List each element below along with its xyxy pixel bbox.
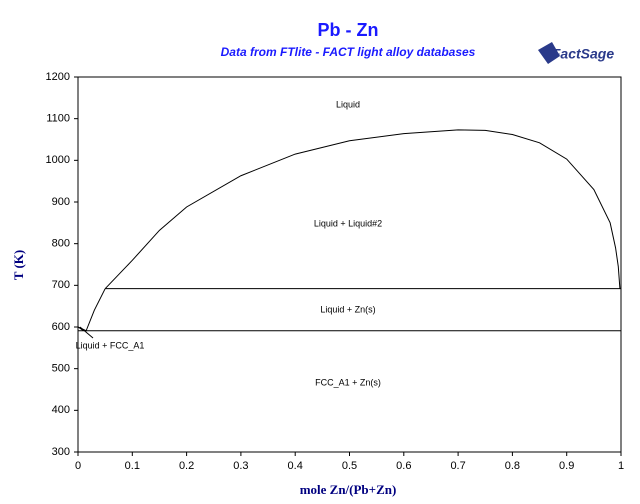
logo-icon <box>538 42 560 64</box>
y-axis-title: T (K) <box>11 250 26 280</box>
phase-boundary <box>77 326 84 332</box>
y-tick-label: 400 <box>52 404 70 416</box>
x-tick-label: 0.7 <box>450 460 465 472</box>
y-tick-label: 500 <box>52 363 70 375</box>
x-tick-label: 0.8 <box>505 460 520 472</box>
y-tick-label: 300 <box>52 446 70 458</box>
x-tick-label: 0.9 <box>559 460 574 472</box>
x-tick-label: 0 <box>75 460 81 472</box>
y-tick-label: 1200 <box>46 71 70 83</box>
region-label: Liquid + Zn(s) <box>320 304 375 314</box>
x-tick-label: 1 <box>618 460 624 472</box>
y-tick-label: 600 <box>52 321 70 333</box>
region-label: Liquid + FCC_A1 <box>76 340 145 350</box>
y-tick-label: 1100 <box>46 113 70 125</box>
x-tick-label: 0.3 <box>233 460 248 472</box>
y-tick-label: 700 <box>52 279 70 291</box>
x-tick-label: 0.5 <box>342 460 357 472</box>
leader-line <box>79 326 94 339</box>
y-tick-label: 800 <box>52 238 70 250</box>
phase-boundary <box>104 129 621 290</box>
x-tick-label: 0.1 <box>125 460 140 472</box>
chart-subtitle: Data from FTlite - FACT light alloy data… <box>221 45 476 59</box>
logo: FactSage <box>552 46 614 62</box>
x-tick-label: 0.2 <box>179 460 194 472</box>
region-label: FCC_A1 + Zn(s) <box>315 377 381 387</box>
region-label: Liquid + Liquid#2 <box>314 218 382 228</box>
chart-title: Pb - Zn <box>318 20 379 40</box>
y-tick-label: 1000 <box>46 154 70 166</box>
y-tick-label: 900 <box>52 196 70 208</box>
x-axis-title: mole Zn/(Pb+Zn) <box>300 482 397 497</box>
x-tick-label: 0.6 <box>396 460 411 472</box>
region-label: Liquid <box>336 99 360 109</box>
x-tick-label: 0.4 <box>288 460 303 472</box>
